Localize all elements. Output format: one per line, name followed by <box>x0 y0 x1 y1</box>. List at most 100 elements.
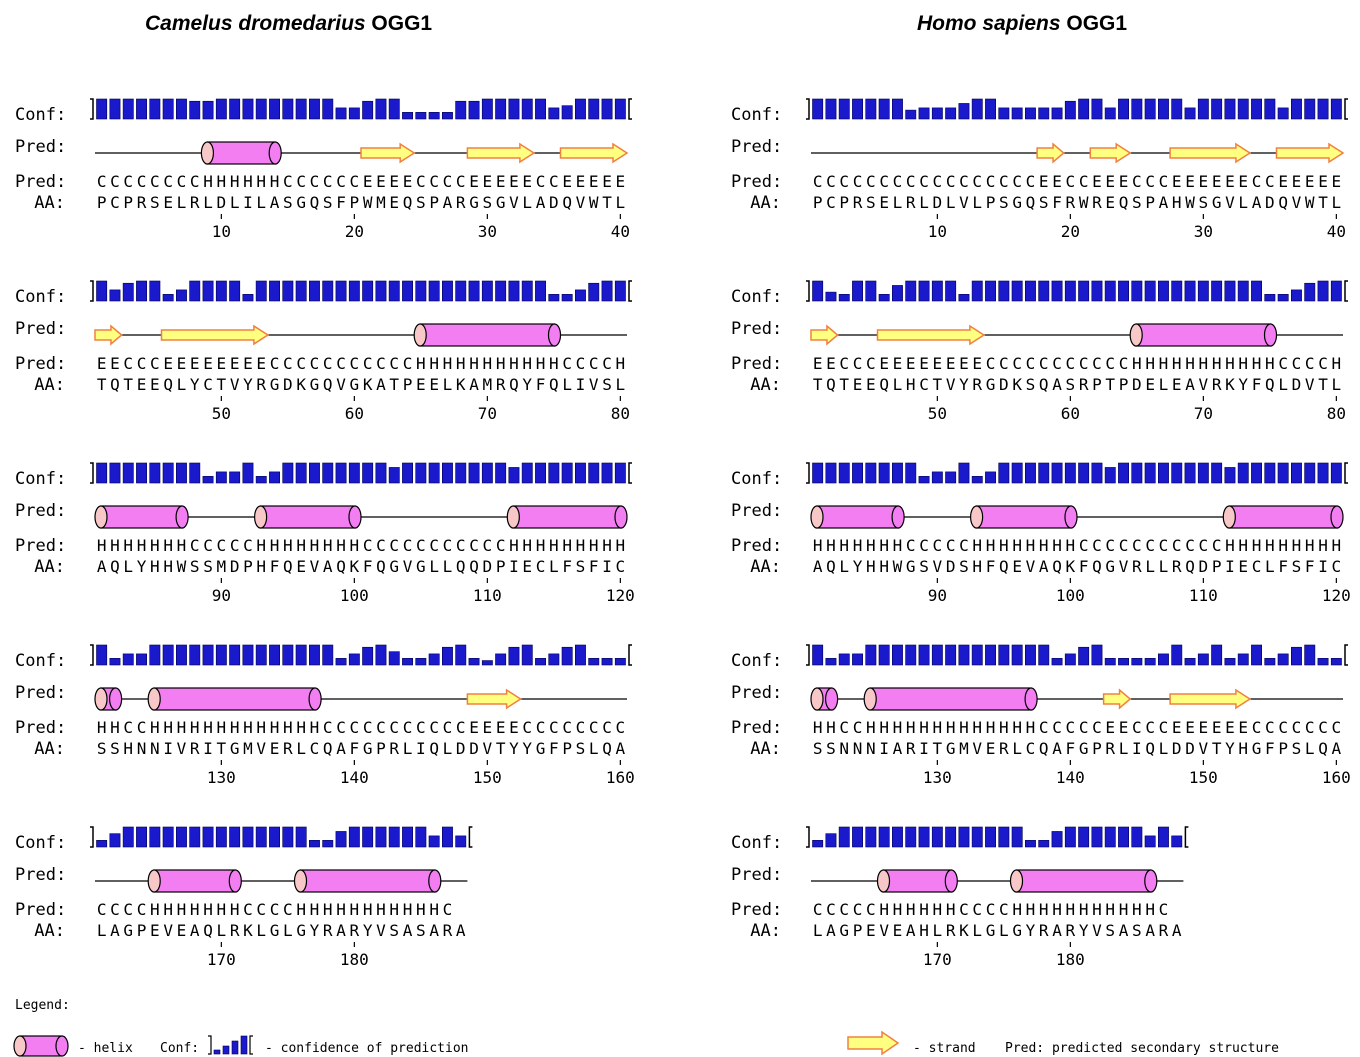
aa-label: AA: <box>34 557 65 577</box>
conf-bar <box>561 105 573 120</box>
helix-end <box>1064 505 1078 529</box>
pred-char: H <box>163 900 173 919</box>
aa-char: N <box>853 739 863 758</box>
pred-char: H <box>1026 900 1036 919</box>
pred-char: H <box>150 900 160 919</box>
aa-char: S <box>416 921 426 940</box>
pred-char: H <box>323 900 333 919</box>
conf-bracket <box>90 462 94 484</box>
conf-bar <box>812 644 824 666</box>
conf-bar <box>481 280 493 302</box>
pred-char: H <box>999 536 1009 555</box>
conf-bar <box>149 462 161 484</box>
conf-bar <box>1038 644 1050 666</box>
pred-char: H <box>323 536 333 555</box>
pred-char: H <box>177 718 187 737</box>
aa-char: A <box>429 921 439 940</box>
pred-char: E <box>469 172 479 191</box>
pred-char: C <box>1305 354 1315 373</box>
conf-bar <box>878 294 890 302</box>
tick-label: 30 <box>478 222 497 241</box>
pred-char: C <box>866 900 876 919</box>
aa-char: D <box>283 375 293 394</box>
pred-char: H <box>350 900 360 919</box>
conf-bar <box>971 98 983 120</box>
pred-char: H <box>363 900 373 919</box>
aa-char: Q <box>456 557 466 576</box>
conf-bar <box>535 280 547 302</box>
conf-bar <box>1131 658 1143 666</box>
pred-char: E <box>509 718 519 737</box>
pred-char: C <box>839 172 849 191</box>
conf-bar <box>402 112 413 120</box>
conf-bar <box>308 280 320 302</box>
aa-char: L <box>972 193 982 212</box>
conf-bar <box>1197 653 1209 666</box>
tick-label: 100 <box>1056 586 1085 605</box>
pred-char: H <box>150 718 160 737</box>
aa-char: D <box>1292 375 1302 394</box>
aa-char: Y <box>137 557 147 576</box>
conf-bar <box>215 644 227 666</box>
conf-bar <box>308 98 320 120</box>
conf-bracket <box>90 280 94 302</box>
aa-char: W <box>1185 193 1195 212</box>
conf-bar <box>136 98 147 120</box>
aa-char: V <box>1199 375 1209 394</box>
aa-char: F <box>1305 557 1315 576</box>
aa-label: AA: <box>750 375 781 395</box>
conf-bar <box>958 103 970 120</box>
strand-arrow <box>94 324 123 346</box>
pred-char: C <box>350 172 360 191</box>
aa-label: AA: <box>750 921 781 941</box>
aa-char: G <box>389 557 399 576</box>
tick-label: 20 <box>345 222 364 241</box>
aa-char: F <box>1265 739 1275 758</box>
pred-char: H <box>946 900 956 919</box>
aa-char: R <box>946 921 956 940</box>
helix-cylinder <box>153 869 236 893</box>
pred-char: C <box>999 354 1009 373</box>
conf-bar <box>891 285 903 302</box>
aa-char: R <box>1079 375 1089 394</box>
conf-bar <box>998 826 1010 848</box>
pred-char: H <box>1318 536 1328 555</box>
aa-char: P <box>137 921 147 940</box>
aa-char: R <box>283 739 293 758</box>
pred-char: E <box>1212 172 1222 191</box>
pred-char: C <box>999 900 1009 919</box>
conf-bar <box>375 462 387 484</box>
aa-label: AA: <box>750 193 781 213</box>
strand-arrow <box>466 688 522 710</box>
aa-char: S <box>866 193 876 212</box>
conf-bar <box>508 280 520 302</box>
pred-char: E <box>946 354 956 373</box>
legend-helix-text: - helix <box>78 1041 133 1056</box>
helix-end <box>1263 323 1278 347</box>
pred-char: C <box>1172 536 1182 555</box>
pred-char: C <box>946 536 956 555</box>
conf-bar <box>348 107 360 120</box>
conf-bar <box>375 644 387 666</box>
aa-char: P <box>853 921 863 940</box>
conf-bracket <box>1344 280 1348 302</box>
pred-char: E <box>1172 718 1182 737</box>
pred-label: Pred: <box>731 501 782 521</box>
helix-cylinder <box>260 505 356 529</box>
pred-label: Pred: <box>15 536 66 556</box>
pred-char: C <box>1132 718 1142 737</box>
pred-char: C <box>602 354 612 373</box>
pred-char: H <box>110 536 120 555</box>
pred-char: H <box>1052 900 1062 919</box>
conf-bar <box>1277 653 1289 666</box>
pred-char: E <box>469 718 479 737</box>
aa-char: L <box>919 193 929 212</box>
pred-char: E <box>1185 718 1195 737</box>
pred-char: E <box>576 172 586 191</box>
pred-char: H <box>522 536 532 555</box>
conf-bar <box>1237 98 1249 120</box>
aa-char: L <box>1278 375 1288 394</box>
conf-bar <box>1251 644 1263 666</box>
conf-bar <box>1330 658 1342 666</box>
pred-char: H <box>986 536 996 555</box>
